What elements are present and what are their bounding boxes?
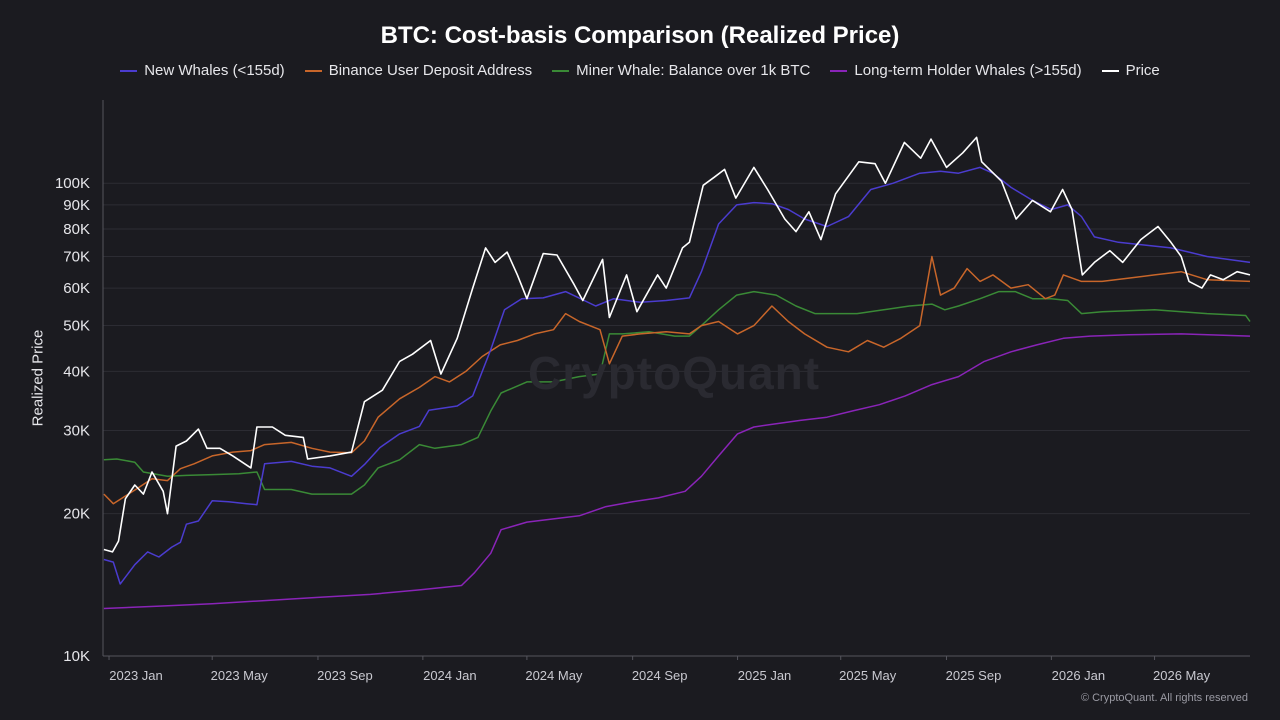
x-tick-label: 2026 May xyxy=(1153,668,1211,683)
y-tick-label: 20K xyxy=(63,506,90,523)
y-tick-label: 70K xyxy=(63,248,90,265)
legend-item-price[interactable]: Price xyxy=(1101,62,1160,79)
legend-item-new-whales[interactable]: New Whales (<155d) xyxy=(120,62,285,79)
y-tick-label: 100K xyxy=(55,175,90,192)
x-tick-label: 2025 Sep xyxy=(946,668,1002,683)
legend-item-miner-whale[interactable]: Miner Whale: Balance over 1k BTC xyxy=(552,62,810,79)
legend-label: Miner Whale: Balance over 1k BTC xyxy=(576,62,811,79)
watermark: CryptoQuant xyxy=(528,347,821,399)
y-tick-label: 60K xyxy=(63,280,90,297)
legend-swatch xyxy=(304,69,322,72)
legend-label: Long-term Holder Whales (>155d) xyxy=(854,62,1082,79)
series-line-3 xyxy=(103,333,1251,610)
legend: New Whales (<155d) Binance User Deposit … xyxy=(0,62,1280,79)
series-line-2 xyxy=(103,290,1251,495)
x-tick-label: 2024 May xyxy=(525,668,583,683)
legend-swatch xyxy=(830,69,848,72)
grid-layer xyxy=(103,182,1250,657)
legend-swatch xyxy=(1101,69,1119,72)
axis-layer: 10K 20K 30K 40K 50K 60K 70K 80K 90K 100K 2023 Jan 2… xyxy=(55,100,1250,683)
series-layer xyxy=(103,136,1251,610)
y-tick-label: 80K xyxy=(63,221,90,238)
series-line-0 xyxy=(103,166,1251,585)
y-tick-label: 40K xyxy=(63,363,90,380)
legend-label: New Whales (<155d) xyxy=(144,62,285,79)
y-tick-label: 50K xyxy=(63,318,90,335)
copyright-text: © CryptoQuant. All rights reserved xyxy=(1080,692,1248,704)
legend-swatch xyxy=(552,69,570,72)
y-tick-label: 90K xyxy=(63,197,90,214)
x-tick-label: 2024 Sep xyxy=(632,668,688,683)
legend-item-lth-whales[interactable]: Long-term Holder Whales (>155d) xyxy=(830,62,1082,79)
y-tick-label: 10K xyxy=(63,648,90,665)
x-tick-label: 2025 Jan xyxy=(738,668,792,683)
x-tick-label: 2026 Jan xyxy=(1052,668,1106,683)
series-line-4 xyxy=(103,136,1251,553)
y-axis-label: Realized Price xyxy=(29,329,47,427)
chart-title: BTC: Cost-basis Comparison (Realized Pri… xyxy=(380,22,900,49)
x-tick-label: 2023 Sep xyxy=(317,668,373,683)
x-tick-label: 2025 May xyxy=(839,668,897,683)
y-tick-label: 30K xyxy=(63,422,90,439)
x-tick-label: 2023 Jan xyxy=(109,668,163,683)
legend-swatch xyxy=(120,69,138,72)
legend-label: Binance User Deposit Address xyxy=(328,62,533,79)
legend-label: Price xyxy=(1125,62,1160,79)
x-tick-label: 2024 Jan xyxy=(423,668,477,683)
legend-item-binance[interactable]: Binance User Deposit Address xyxy=(304,62,533,79)
x-tick-label: 2023 May xyxy=(211,668,269,683)
series-line-1 xyxy=(103,255,1251,505)
